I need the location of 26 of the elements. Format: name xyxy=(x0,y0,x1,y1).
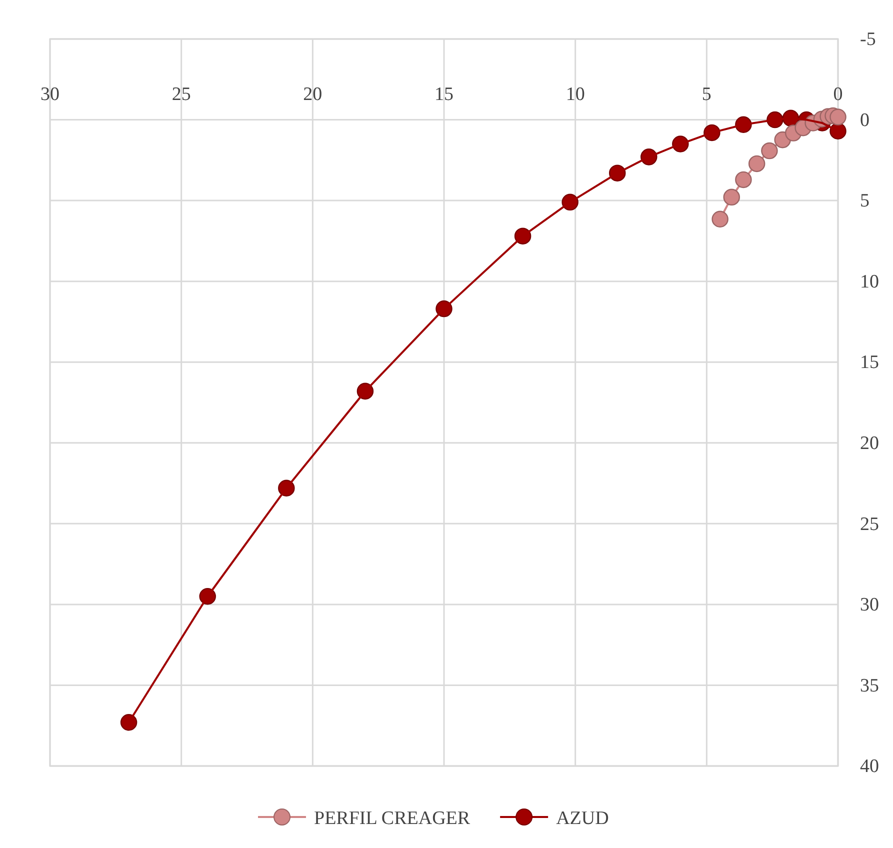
point xyxy=(723,188,740,206)
legend-label: PERFIL CREAGER xyxy=(314,808,470,829)
y-tick-label: 15 xyxy=(860,352,879,374)
y-tick-label: 30 xyxy=(860,594,879,616)
x-tick-label: 5 xyxy=(702,84,712,105)
x-tick-label: 25 xyxy=(172,84,191,105)
x-tick-label: 30 xyxy=(40,84,60,105)
y-tick-label: 35 xyxy=(860,675,879,696)
x-tick-label: 10 xyxy=(566,84,585,105)
point xyxy=(830,108,846,126)
y-tick-label: 20 xyxy=(860,432,879,454)
y-tick-label: -5 xyxy=(860,29,876,50)
point xyxy=(712,210,728,228)
legend-label: AZUD xyxy=(556,808,609,829)
point xyxy=(761,142,778,160)
x-tick-label: 15 xyxy=(434,84,454,105)
point xyxy=(735,171,752,188)
y-tick-label: 5 xyxy=(860,190,870,212)
point xyxy=(748,155,766,172)
y-tick-label: 40 xyxy=(860,756,879,778)
y-tick-label: 10 xyxy=(860,271,879,292)
x-tick-label: 0 xyxy=(833,84,843,105)
y-tick-label: 0 xyxy=(860,110,870,131)
y-tick-label: 25 xyxy=(860,514,879,535)
point xyxy=(120,714,138,731)
x-tick-label: 20 xyxy=(303,84,322,105)
